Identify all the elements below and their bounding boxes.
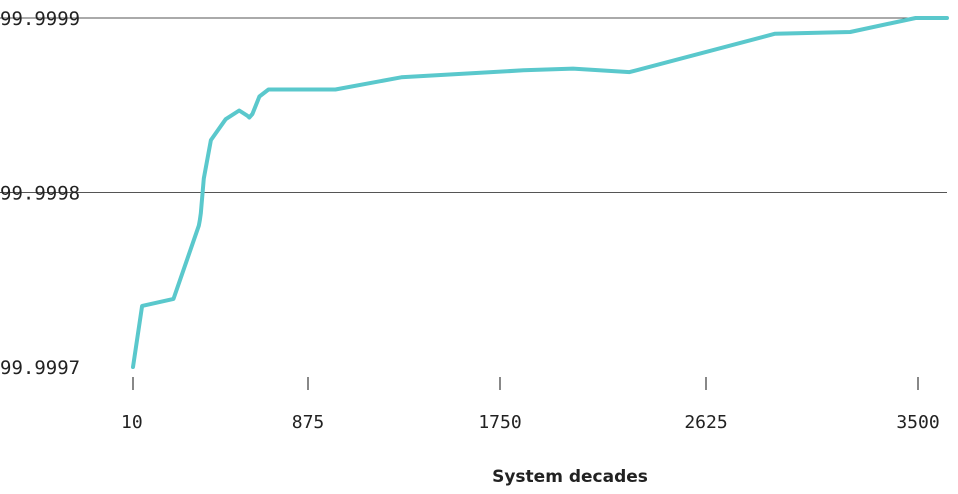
x-tick-label: 875 bbox=[292, 412, 325, 433]
series-layer bbox=[131, 16, 949, 369]
x-tick-label: 3500 bbox=[896, 412, 939, 433]
x-ticks: 10 875 1750 2625 3500 bbox=[121, 377, 940, 433]
y-tick-label: 99.9999 bbox=[0, 8, 80, 30]
y-tick-label: 99.9998 bbox=[0, 183, 80, 205]
y-tick-labels: 99.9997 99.9998 99.9999 bbox=[0, 8, 80, 379]
gridlines bbox=[0, 17, 947, 193]
x-tick-label: 1750 bbox=[478, 412, 521, 433]
y-tick-label: 99.9997 bbox=[0, 357, 80, 379]
x-axis-label: System decades bbox=[492, 467, 648, 487]
series-line-0 bbox=[131, 16, 949, 369]
x-tick-label: 2625 bbox=[684, 412, 727, 433]
x-tick-label: 10 bbox=[121, 412, 143, 433]
